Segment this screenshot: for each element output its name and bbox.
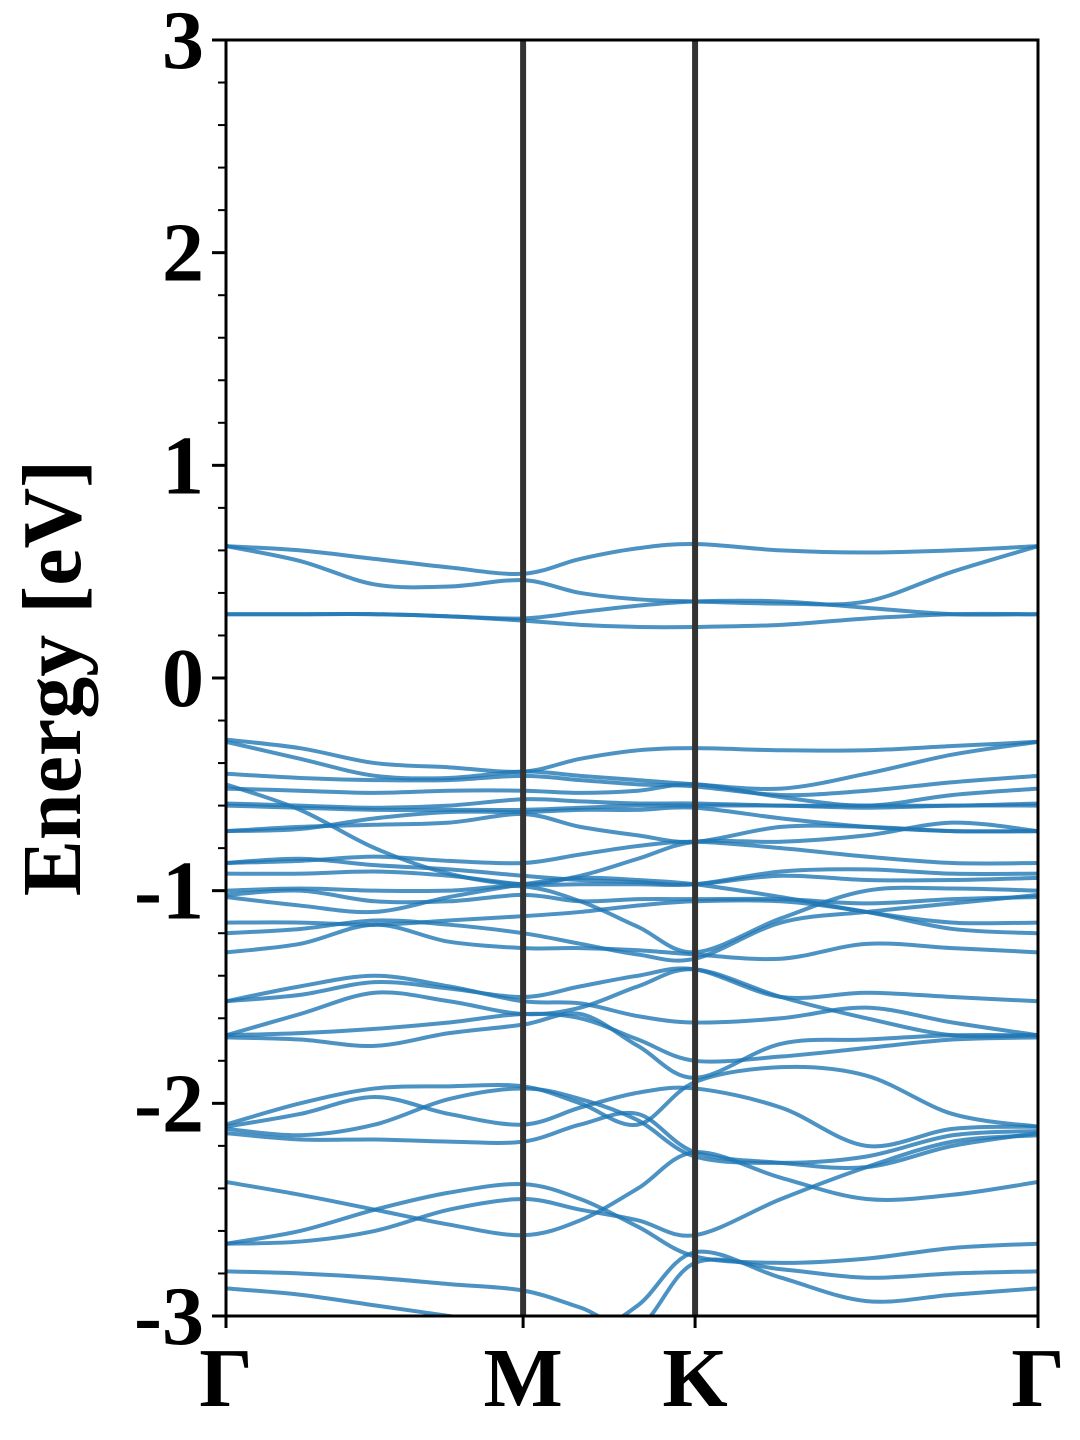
band-line xyxy=(226,812,1038,844)
band-line xyxy=(226,1011,1038,1080)
band-line xyxy=(226,737,1038,774)
band-line xyxy=(226,966,1038,1004)
band-line xyxy=(226,541,1038,577)
band-line xyxy=(226,973,1038,1038)
band-line xyxy=(226,888,1038,906)
band-line xyxy=(226,771,1038,798)
band-line xyxy=(226,1182,1038,1265)
band-line xyxy=(226,1085,1038,1149)
band-line xyxy=(226,1110,1038,1171)
band-line xyxy=(226,856,1038,887)
x-tick-label: Γ xyxy=(199,1332,252,1425)
y-tick-label: -3 xyxy=(134,1270,204,1363)
x-tick-label: M xyxy=(483,1332,562,1425)
band-line xyxy=(226,884,1038,955)
band-line xyxy=(226,839,1038,866)
band-line xyxy=(226,1064,1038,1129)
band-line xyxy=(226,611,1038,630)
y-tick-label: 3 xyxy=(162,0,204,87)
y-tick-label: 1 xyxy=(162,419,204,512)
y-tick-label: 0 xyxy=(162,632,204,725)
plot-frame xyxy=(224,38,1040,1318)
band-line xyxy=(226,803,1038,813)
band-line xyxy=(226,1011,1038,1064)
band-line xyxy=(226,922,1038,962)
x-tick-label: Γ xyxy=(1011,1332,1064,1425)
band-line xyxy=(226,967,1038,1039)
band-line xyxy=(226,1133,1038,1246)
band-line xyxy=(226,739,1038,791)
band-line xyxy=(226,1086,1038,1165)
y-tick-label: 2 xyxy=(162,207,204,300)
band-line xyxy=(226,1249,1038,1316)
x-tick-label: K xyxy=(662,1332,727,1425)
band-line xyxy=(226,869,1038,887)
y-tick-label: -2 xyxy=(134,1057,204,1150)
band-line xyxy=(226,892,1038,963)
y-tick-label: -1 xyxy=(134,845,204,938)
band-line xyxy=(226,544,1038,607)
band-line xyxy=(226,782,1038,887)
y-axis-label: Energy [eV] xyxy=(6,460,99,896)
band-line xyxy=(226,1257,1038,1316)
bands-layer xyxy=(226,541,1038,1316)
